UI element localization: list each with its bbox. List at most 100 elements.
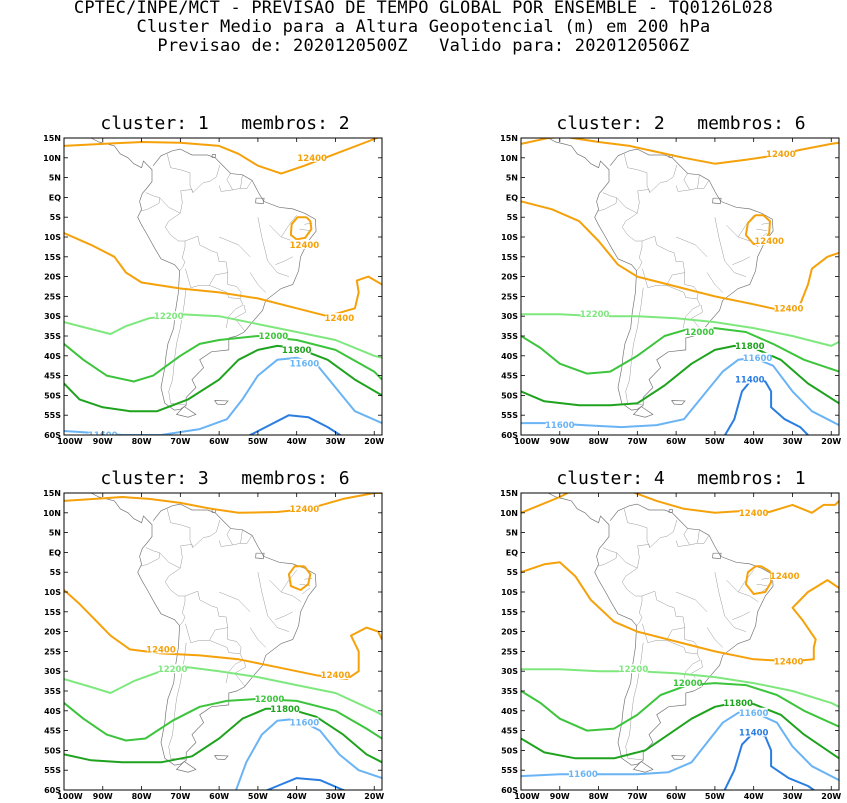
contour-12400 [64, 138, 380, 175]
country-border [673, 519, 678, 532]
lon-label: 50W [705, 792, 725, 801]
country-border [257, 217, 266, 253]
lat-label: 30S [501, 312, 518, 321]
contour-12400 [521, 561, 839, 663]
lon-label: 90W [93, 792, 113, 801]
country-border [180, 531, 217, 549]
country-border [240, 174, 243, 189]
contour-label: 12400 [325, 314, 355, 324]
contour-11600 [521, 356, 839, 429]
lat-label: 20S [501, 273, 518, 282]
contour-label: 12400 [770, 572, 800, 582]
country-border [179, 596, 186, 626]
country-border [301, 587, 311, 595]
contour-label: 11800 [282, 346, 312, 356]
lat-label: 25S [44, 292, 61, 301]
contour-label-bg [619, 664, 648, 674]
lat-label: 10N [500, 509, 518, 518]
contour-12200 [64, 666, 382, 716]
lon-label: 100W [57, 437, 83, 446]
country-border [145, 547, 160, 554]
island-outline [175, 406, 197, 418]
lon-label: 40W [744, 792, 764, 801]
contour-label-bg [580, 309, 609, 319]
lat-label: 50S [44, 746, 61, 755]
country-border [179, 241, 186, 271]
country-border [706, 627, 723, 648]
country-border [218, 535, 252, 547]
contour-label: 12400 [290, 505, 320, 515]
contour-11800 [64, 707, 382, 764]
lat-label: 35S [44, 687, 61, 696]
country-border [299, 228, 311, 231]
contour-label: 12000 [685, 328, 715, 338]
country-border [240, 529, 243, 544]
country-border [299, 583, 311, 586]
country-border [275, 256, 293, 265]
panel-4-map: 1240012400124001220012000118001160011600… [500, 489, 841, 801]
country-border [722, 607, 746, 632]
contour-11400 [723, 378, 810, 435]
country-border [226, 528, 233, 546]
contour-label-bg [146, 644, 175, 654]
panel-1-map: 1240012400124001220012000118001160011600… [43, 134, 384, 446]
contour-label-bg [255, 693, 284, 703]
country-border [625, 642, 644, 761]
contour-label: 11600 [568, 770, 598, 780]
lat-label: 10N [43, 509, 61, 518]
country-border [636, 241, 643, 271]
contour-label-bg [770, 571, 799, 581]
lon-label: 30W [325, 792, 345, 801]
island-outline [214, 755, 229, 760]
island-outline [671, 755, 686, 760]
lon-label: 80W [589, 437, 609, 446]
country-border [280, 215, 297, 238]
country-border [676, 236, 708, 257]
lat-label: 5S [507, 568, 519, 577]
country-border [682, 653, 701, 684]
contour-label: 12400 [297, 154, 327, 164]
plot-area: 12400 12400 12400 12200 12000 11800 11600 11600… [521, 138, 839, 435]
country-border [642, 623, 685, 644]
country-border [168, 642, 187, 761]
country-border [180, 176, 217, 194]
country-border [682, 298, 701, 329]
header-line-1: CPTEC/INPE/MCT - PREVISAO DE TEMPO GLOBA… [73, 0, 774, 18]
lon-label: 40W [287, 792, 307, 801]
contour-label-bg [743, 352, 772, 362]
country-border [216, 519, 221, 532]
country-border [275, 611, 293, 620]
lon-label: 40W [287, 437, 307, 446]
lon-label: 50W [248, 792, 268, 801]
lon-label: 90W [93, 437, 113, 446]
country-border [225, 298, 244, 329]
contour-11400 [248, 414, 342, 435]
contour-label: 12400 [774, 657, 804, 667]
lon-label: 90W [550, 437, 570, 446]
country-border [216, 164, 221, 177]
contour-label-bg [735, 340, 764, 350]
lat-label: 50S [501, 391, 518, 400]
lat-label: 60S [44, 431, 61, 440]
lat-label: 10S [44, 588, 61, 597]
contour-label: 12400 [754, 237, 784, 247]
lat-label: 15N [43, 489, 61, 498]
south-america-coastline [547, 138, 774, 411]
lat-label: EQ [49, 193, 61, 202]
lat-label: 50S [501, 746, 518, 755]
lat-label: 5N [49, 174, 61, 183]
country-border [234, 660, 246, 687]
contour-11400 [723, 731, 816, 790]
lat-label: 15S [501, 608, 518, 617]
lon-label: 50W [248, 437, 268, 446]
lat-label: 30S [44, 667, 61, 676]
country-border [185, 623, 228, 644]
country-border [761, 577, 770, 580]
country-border [675, 180, 709, 192]
lat-label: 40S [44, 352, 61, 361]
lat-label: 20S [501, 628, 518, 637]
country-border [637, 531, 674, 549]
lat-label: 25S [44, 647, 61, 656]
country-border [714, 572, 723, 608]
lat-label: 20S [44, 273, 61, 282]
